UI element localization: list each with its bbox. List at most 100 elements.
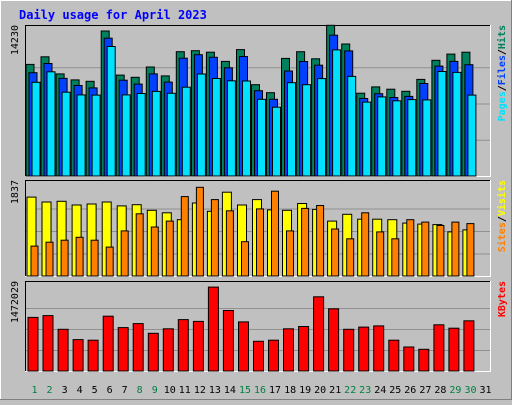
panel-middle-legend-label: Sites/Visits	[496, 180, 508, 252]
bar-pages-day-11	[181, 86, 191, 177]
bar-kbytes-day-2	[42, 315, 54, 372]
bar-sites-day-29	[451, 221, 460, 277]
bar-sites-day-4	[75, 236, 84, 277]
x-tick-label-day-20: 20	[314, 385, 326, 396]
x-tick-label-day-10: 10	[164, 385, 176, 396]
bar-kbytes-day-11	[177, 319, 189, 372]
panel-top-ymax-label: 14230	[10, 25, 21, 55]
bar-kbytes-day-13	[207, 286, 219, 372]
bar-pages-day-29	[452, 71, 462, 177]
bar-kbytes-day-7	[117, 327, 129, 372]
bar-sites-day-3	[60, 239, 69, 277]
bar-kbytes-day-24	[373, 325, 385, 372]
bar-sites-day-19	[301, 207, 310, 277]
x-tick-label-day-18: 18	[284, 385, 296, 396]
bar-sites-day-15	[241, 241, 249, 277]
bar-pages-day-15	[242, 80, 251, 177]
bar-kbytes-day-8	[132, 323, 144, 372]
bar-pages-day-13	[211, 78, 221, 177]
bar-sites-day-5	[90, 239, 99, 277]
x-tick-label-day-15: 15	[239, 385, 251, 396]
legend-separator: /	[497, 49, 508, 55]
legend-sites: Sites	[496, 222, 508, 252]
x-tick-label-day-17: 17	[269, 385, 281, 396]
bar-sites-day-14	[225, 210, 234, 277]
bar-kbytes-day-26	[403, 346, 415, 372]
bar-kbytes-day-19	[298, 326, 310, 372]
bar-sites-day-6	[105, 246, 114, 277]
x-tick-label-day-19: 19	[299, 385, 311, 396]
legend-kbytes: KBytes	[497, 281, 508, 317]
x-tick-label-day-8: 8	[137, 385, 143, 396]
panel-middle-ymax-label: 1837	[10, 180, 21, 204]
bar-sites-day-16	[256, 208, 264, 277]
bar-pages-day-22	[347, 75, 357, 177]
bar-pages-day-7	[121, 94, 131, 177]
legend-separator: /	[497, 85, 508, 91]
bar-sites-day-1	[30, 245, 39, 277]
bar-kbytes-day-14	[222, 310, 234, 372]
bar-pages-day-16	[257, 98, 266, 177]
x-tick-label-day-22: 22	[344, 385, 356, 396]
bar-sites-day-13	[210, 199, 219, 277]
bar-sites-day-7	[120, 230, 129, 277]
bar-pages-day-6	[106, 46, 116, 177]
bar-kbytes-day-25	[388, 339, 400, 372]
panel-bottom-ymax-label: 1472029	[10, 281, 21, 323]
bar-kbytes-day-28	[433, 324, 445, 372]
x-tick-label-day-6: 6	[107, 385, 113, 396]
bar-pages-day-18	[287, 82, 296, 177]
x-tick-label-day-23: 23	[359, 385, 371, 396]
bar-pages-day-17	[272, 106, 281, 177]
panels-layer: 14230Pages/Files/Hits1837Sites/Visits147…	[10, 24, 508, 372]
bar-pages-day-5	[91, 94, 101, 177]
bar-kbytes-day-27	[418, 348, 430, 372]
x-tick-label-day-28: 28	[434, 385, 446, 396]
x-tick-label-day-25: 25	[389, 385, 401, 396]
x-tick-label-day-13: 13	[209, 385, 221, 396]
x-tick-label-day-4: 4	[77, 385, 83, 396]
x-tick-label-day-5: 5	[92, 385, 98, 396]
bar-pages-day-1	[31, 81, 41, 177]
bar-kbytes-day-10	[162, 328, 174, 372]
bar-sites-day-8	[135, 213, 144, 277]
x-tick-label-day-3: 3	[62, 385, 68, 396]
bar-kbytes-day-1	[27, 316, 39, 372]
bar-pages-day-10	[166, 92, 176, 177]
legend-pages: Pages	[497, 91, 508, 121]
bar-pages-day-12	[196, 73, 206, 177]
bar-kbytes-day-6	[102, 315, 114, 372]
bar-kbytes-day-23	[358, 326, 370, 372]
bar-kbytes-day-21	[328, 308, 340, 372]
panel-bottom: 1472029 KBytes	[10, 281, 508, 372]
bar-pages-day-25	[392, 100, 402, 177]
bar-pages-day-9	[151, 90, 161, 177]
legend-hits: Hits	[496, 25, 508, 49]
legend-separator: /	[497, 216, 508, 222]
bar-pages-day-23	[362, 101, 372, 177]
x-tick-label-day-21: 21	[329, 385, 341, 396]
bar-sites-day-26	[406, 219, 415, 277]
bar-kbytes-day-18	[283, 328, 294, 372]
bar-kbytes-day-12	[192, 320, 204, 372]
x-tick-label-day-7: 7	[122, 385, 128, 396]
bar-pages-day-19	[302, 84, 312, 177]
bar-kbytes-day-22	[343, 328, 355, 372]
bar-pages-day-21	[332, 49, 342, 177]
bar-sites-day-2	[45, 241, 54, 277]
x-tick-label-day-26: 26	[404, 385, 416, 396]
panel-middle: 1837 Sites/Visits	[10, 180, 508, 277]
x-tick-label-day-14: 14	[224, 385, 236, 396]
x-tick-label-day-24: 24	[374, 385, 386, 396]
x-tick-label-day-27: 27	[419, 385, 431, 396]
x-axis-labels: 1 2 3 4 5 6 7 8 9 10 11 12 13 14 15 16 17 18 19 20 21 22 23 24 2…	[31, 385, 491, 396]
bar-kbytes-day-16	[253, 340, 264, 372]
bar-kbytes-day-3	[57, 328, 69, 372]
bar-pages-day-14	[226, 80, 236, 177]
bar-sites-day-27	[421, 221, 430, 277]
bar-pages-day-20	[317, 78, 327, 177]
bar-pages-day-3	[61, 91, 71, 177]
